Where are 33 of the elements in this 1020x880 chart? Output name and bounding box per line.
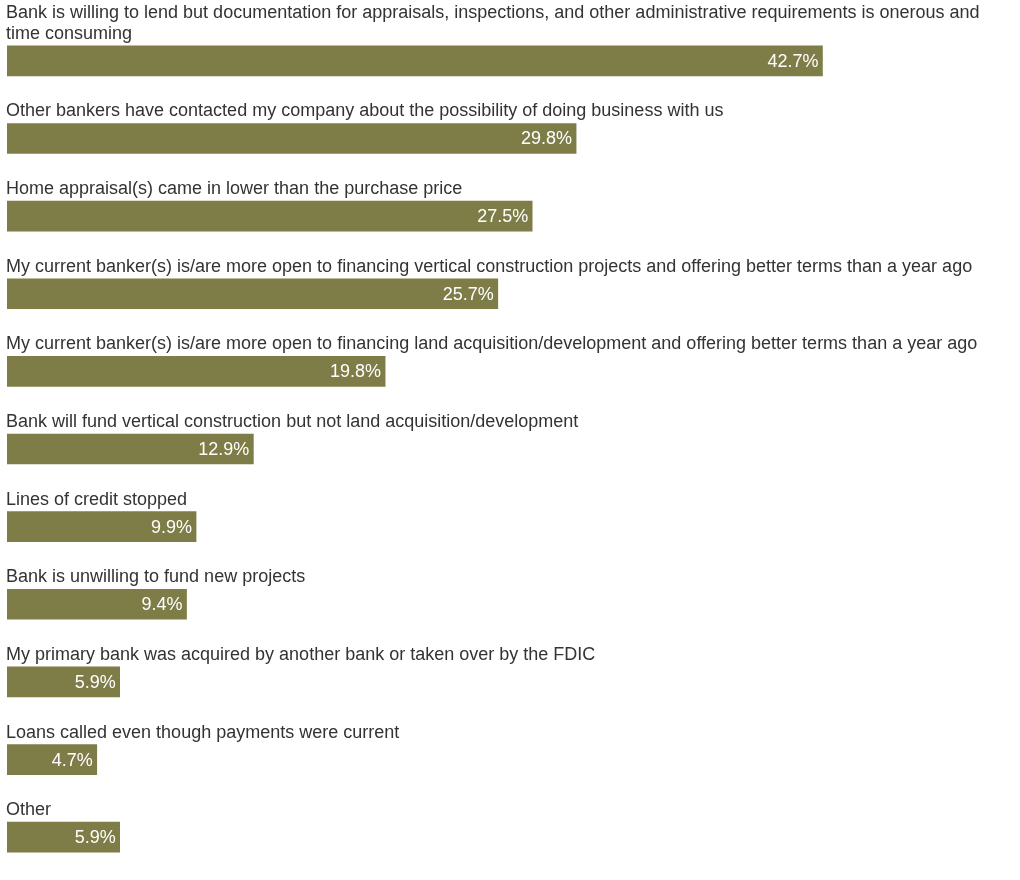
bar [7, 666, 121, 698]
data-label: 12.9% [198, 438, 250, 459]
bar [7, 45, 823, 77]
bar [7, 433, 254, 465]
y-tick-label: Bank is willing to lend but documentation for appraisals, inspections, and other administrative requirements is onerous and time consuming [6, 1, 980, 43]
y-tick-label: Home appraisal(s) came in lower than the purchase price [6, 178, 463, 199]
y-tick-label: Bank will fund vertical construction but not land acquisition/development [6, 410, 579, 431]
bar [7, 278, 499, 310]
y-tick-label: My current banker(s) is/are more open to financing vertical construction projects and offering better terms than a year ago [6, 255, 973, 276]
bar [7, 200, 533, 232]
y-tick-label: My current banker(s) is/are more open to financing land acquisition/development and offering better terms than a year ago [6, 333, 978, 354]
data-label: 27.5% [477, 206, 529, 227]
y-tick-label: Bank is unwilling to fund new projects [6, 566, 306, 587]
data-label: 4.7% [51, 749, 93, 770]
data-label: 29.8% [521, 128, 573, 149]
bar [7, 123, 577, 154]
y-tick-label: My primary bank was acquired by another bank or taken over by the FDIC [6, 643, 596, 664]
data-label: 19.8% [330, 361, 382, 382]
bar [7, 356, 386, 387]
y-tick-label: Loans called even though payments were current [6, 721, 400, 742]
y-tick-label: Other [6, 799, 52, 820]
bar [7, 744, 98, 775]
bar [7, 588, 187, 620]
data-label: 25.7% [442, 283, 494, 304]
data-label: 5.9% [74, 827, 116, 848]
data-label: 5.9% [74, 671, 116, 692]
data-label: 42.7% [767, 50, 819, 71]
data-label: 9.9% [151, 516, 193, 537]
y-tick-label: Other bankers have contacted my company about the possibility of doing business with us [6, 100, 724, 121]
bar [7, 821, 121, 853]
bar [7, 511, 197, 542]
data-label: 9.4% [141, 594, 183, 615]
y-tick-label: Lines of credit stopped [6, 488, 188, 509]
